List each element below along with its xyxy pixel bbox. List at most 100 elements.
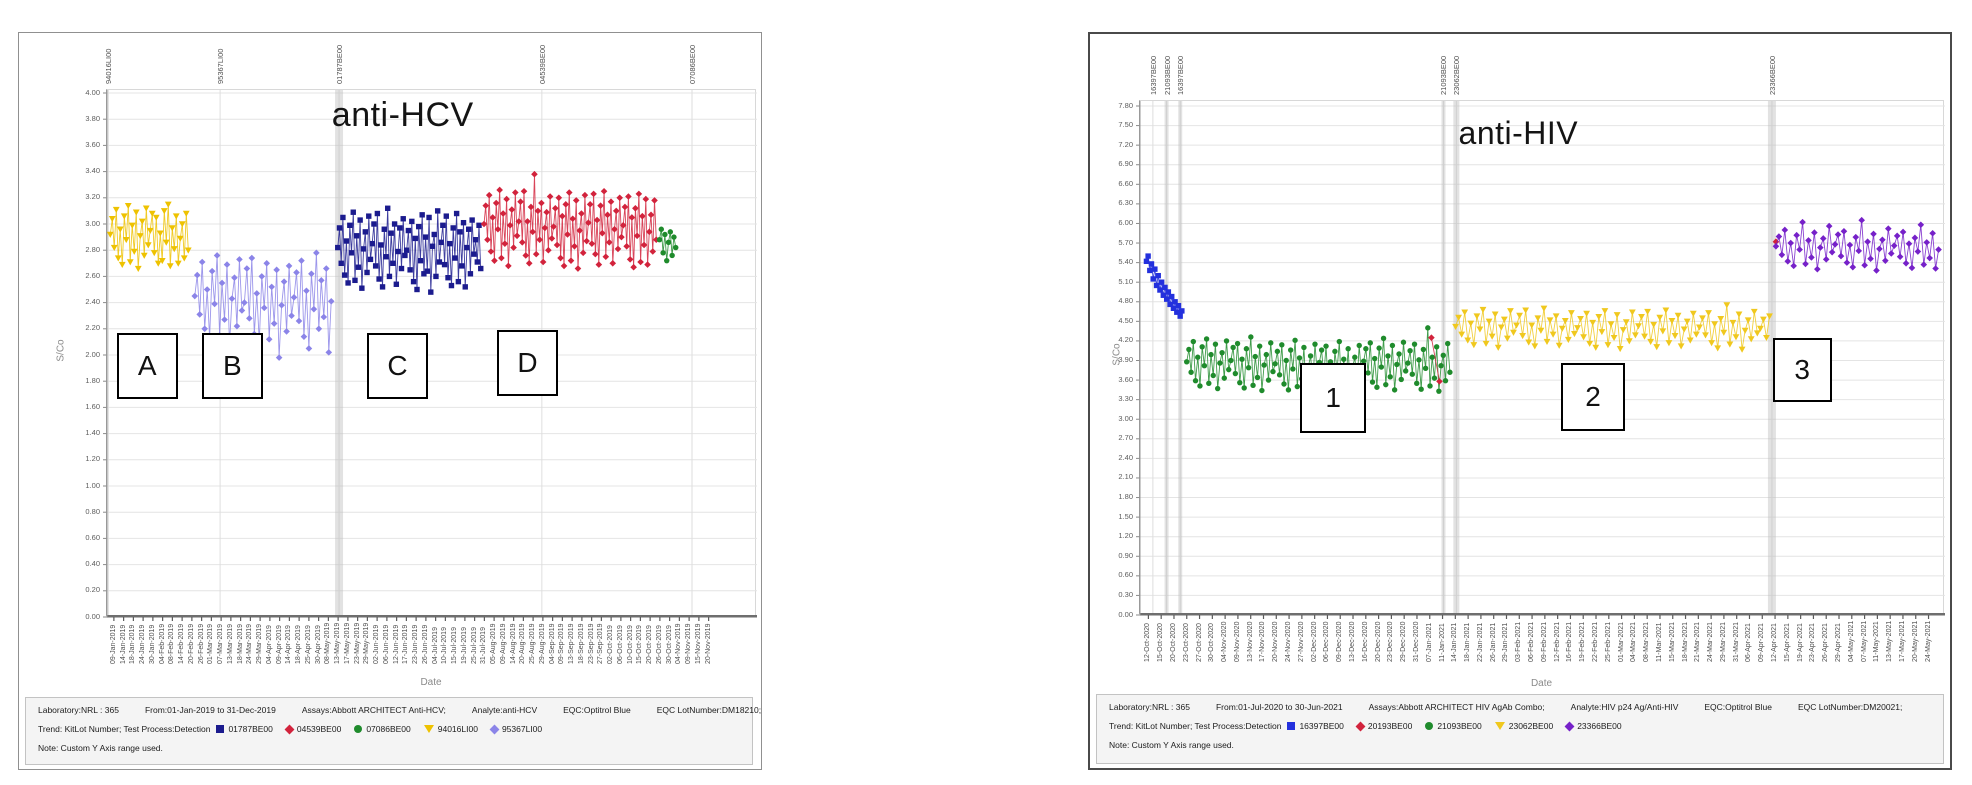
data-point: [527, 203, 535, 211]
x-tick-label: 04-Nov-2019: [675, 623, 683, 664]
data-point: [1433, 344, 1440, 350]
data-point: [426, 214, 432, 221]
x-tick-label: 23-Dec-2020: [1387, 621, 1395, 662]
data-point: [1896, 253, 1904, 261]
data-point: [320, 313, 328, 321]
data-point: [1510, 329, 1517, 336]
x-tick-label: 13-Sep-2019: [568, 623, 576, 664]
lot-change-band: [335, 90, 344, 617]
data-point: [447, 240, 453, 247]
data-point: [146, 227, 154, 234]
data-point: [592, 250, 599, 258]
data-point: [414, 286, 420, 293]
data-point: [660, 250, 666, 256]
data-point: [1429, 354, 1435, 360]
y-tick-label: 0.30: [1118, 589, 1133, 599]
lot-change-band: [1178, 101, 1183, 615]
data-point: [1635, 323, 1642, 330]
data-point: [345, 280, 351, 286]
x-tick-label: 27-Oct-2020: [1195, 623, 1203, 662]
data-point: [1843, 259, 1851, 266]
legend-lot-label: 01787BE00: [228, 724, 273, 734]
x-tick-label: 22-Jan-2021: [1476, 622, 1484, 662]
data-point: [1172, 299, 1178, 305]
legend-lot-label: 07086BE00: [366, 724, 411, 734]
legend-item: 23062BE00: [1494, 721, 1553, 731]
x-tick-label: 15-Mar-2021: [1668, 621, 1676, 662]
data-point: [112, 206, 120, 213]
data-point: [467, 271, 474, 277]
data-point: [1528, 322, 1536, 329]
legend-item: 04539BE00: [284, 724, 341, 734]
data-point: [1905, 240, 1913, 247]
data-point: [295, 317, 303, 325]
data-point: [536, 236, 543, 244]
data-point: [1212, 341, 1219, 347]
data-point: [539, 258, 547, 266]
x-tick-label: 02-Oct-2019: [607, 625, 615, 664]
data-point: [671, 234, 677, 240]
data-point: [560, 262, 568, 270]
x-axis-line: [1140, 613, 1945, 616]
data-point: [1245, 364, 1252, 371]
data-point: [170, 246, 178, 253]
data-point: [1668, 317, 1676, 325]
data-point: [1647, 338, 1655, 345]
legend-lot-label: 23366BE00: [1577, 721, 1622, 731]
data-point: [1165, 289, 1172, 295]
data-point: [1549, 331, 1557, 338]
data-point: [1923, 239, 1931, 246]
data-point: [1558, 325, 1566, 332]
footer-meta-item: From:01-Jan-2019 to 31-Dec-2019: [144, 705, 276, 715]
data-point: [1882, 257, 1889, 264]
data-point: [300, 333, 308, 340]
data-point: [1414, 380, 1420, 387]
data-point: [1226, 366, 1232, 373]
y-tick-label: 5.40: [1118, 257, 1133, 267]
data-point: [1312, 341, 1318, 347]
data-point: [1307, 353, 1314, 359]
data-point: [416, 223, 422, 230]
data-point: [1186, 346, 1192, 353]
data-point: [1686, 337, 1694, 344]
legend-lot-label: 95367LI00: [501, 724, 543, 734]
footer-note: Note: Custom Y Axis range used.: [38, 743, 163, 753]
trend-label: Trend: KitLot Number; Test Process:Detec…: [38, 724, 211, 734]
footer-meta-line: Laboratory:NRL : 365 From:01-Jul-2020 to …: [1109, 702, 1933, 712]
data-point: [166, 263, 174, 270]
data-point: [1519, 332, 1527, 340]
data-point: [664, 257, 670, 264]
data-point: [1237, 379, 1243, 386]
data-point: [1167, 301, 1173, 308]
x-tick-label: 20-Nov-2020: [1272, 621, 1280, 662]
x-tick-label: 13-Mar-2019: [226, 623, 234, 664]
x-tick-label: 23-Sep-2019: [587, 623, 595, 664]
data-point: [1169, 293, 1175, 300]
data-point: [298, 257, 305, 264]
data-point: [1376, 345, 1382, 351]
x-tick-label: 17-Jun-2019: [402, 624, 410, 664]
data-point: [581, 191, 589, 199]
data-point: [541, 224, 549, 232]
x-tick-label: 30-Apr-2019: [314, 625, 322, 664]
data-point: [417, 257, 424, 264]
data-point: [198, 258, 206, 266]
y-tick-label: 4.50: [1118, 315, 1133, 325]
data-point: [1741, 327, 1749, 334]
data-point: [612, 207, 620, 215]
data-point: [182, 210, 190, 217]
x-tick-label: 26-Apr-2021: [1822, 623, 1830, 662]
data-point: [642, 195, 650, 203]
y-tick-label: 4.80: [1118, 296, 1133, 306]
data-point: [1276, 372, 1283, 378]
data-point: [1431, 375, 1438, 381]
data-point: [1272, 361, 1278, 367]
x-tick-label: 12-Jun-2019: [392, 624, 400, 664]
data-point: [644, 261, 651, 268]
data-point: [1152, 266, 1158, 272]
x-tick-label: 06-Dec-2020: [1323, 621, 1331, 662]
x-tick-label: 09-Nov-2020: [1233, 621, 1241, 662]
data-point: [433, 273, 439, 280]
x-tick-label: 07-Jan-2021: [1425, 622, 1433, 662]
x-tick-label: 03-Feb-2021: [1515, 621, 1523, 662]
